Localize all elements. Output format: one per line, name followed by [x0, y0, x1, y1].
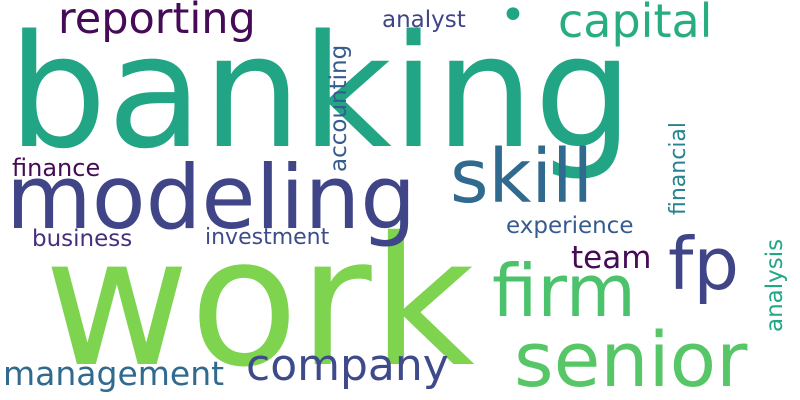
word-analyst: analyst [382, 7, 466, 33]
word-management: management [3, 354, 225, 393]
word-skill: skill [450, 134, 594, 220]
word-banking: banking [8, 1, 634, 183]
word-experience: experience [506, 213, 634, 239]
word-modeling: modeling [6, 146, 417, 249]
word-capital: capital [558, 0, 713, 48]
word-firm: firm [492, 249, 636, 333]
word-analysis: analysis [762, 238, 788, 332]
word-team: team [571, 240, 652, 276]
word-fp: fp [668, 222, 740, 306]
word-work: work [44, 199, 475, 400]
word-company: company [246, 340, 449, 391]
word-senior: senior [514, 315, 748, 400]
word-accounting: accounting [326, 44, 352, 172]
word-finance: finance [12, 154, 101, 182]
word-investment: investment [205, 225, 330, 250]
word-business: business [32, 226, 133, 252]
word-reporting: reporting [58, 0, 256, 44]
word-dot: • [500, 0, 526, 41]
word-financial: financial [666, 121, 691, 215]
